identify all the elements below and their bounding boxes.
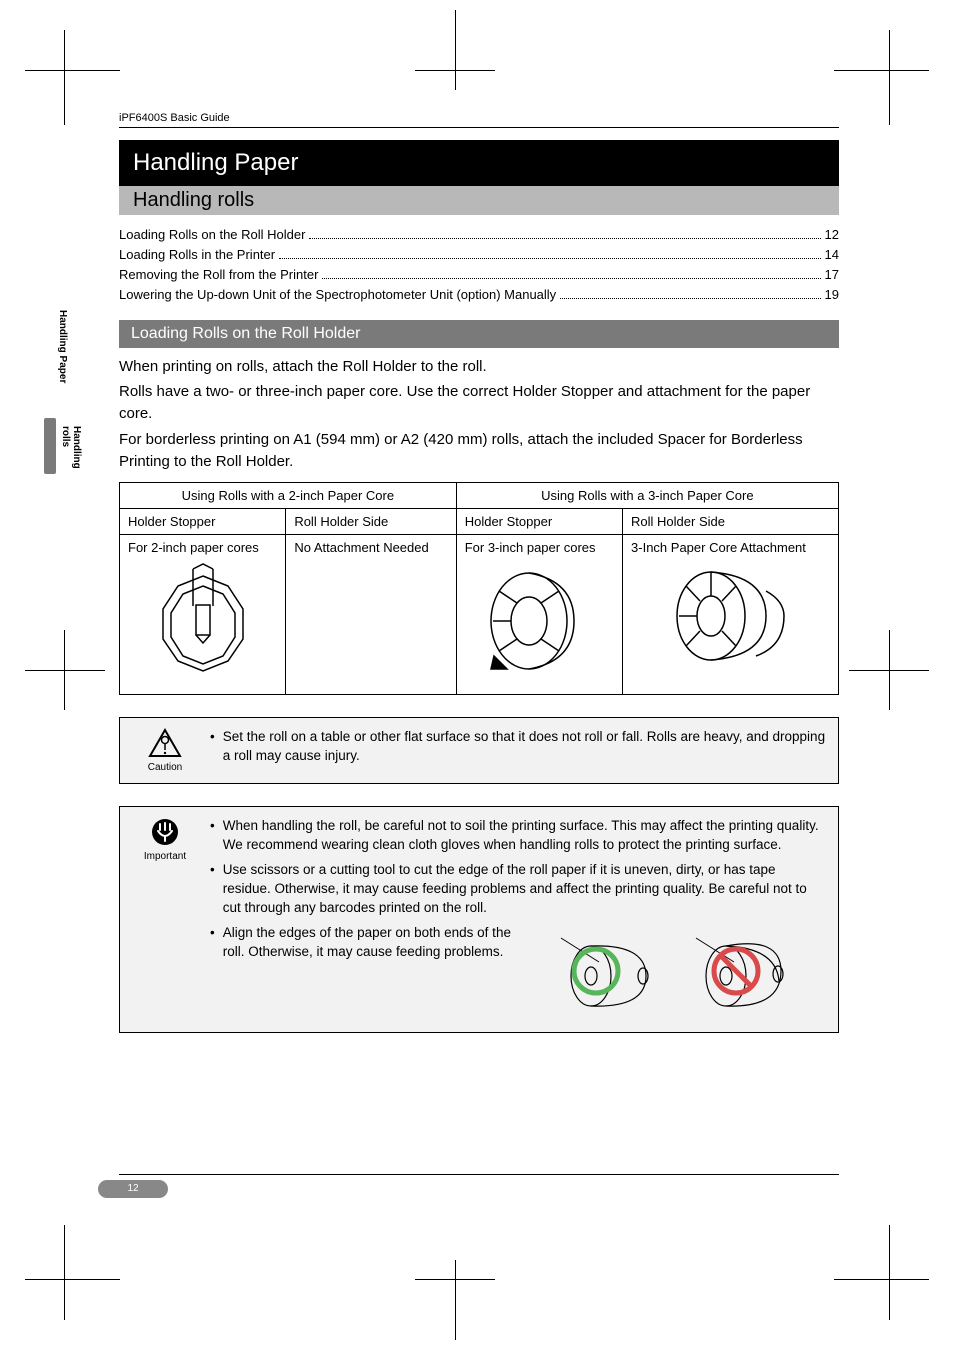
toc-item[interactable]: Loading Rolls in the Printer 14 [119, 245, 839, 265]
table-group-header: Using Rolls with a 2-inch Paper Core [120, 483, 457, 509]
running-header: iPF6400S Basic Guide [119, 112, 839, 128]
holder-stopper-2in-icon [148, 561, 258, 681]
list-item: • Align the edges of the paper on both e… [210, 924, 826, 1016]
important-text: When handling the roll, be careful not t… [223, 817, 826, 855]
toc-leader [560, 298, 820, 299]
caution-box: Caution • Set the roll on a table or oth… [119, 717, 839, 784]
table-col-header: Roll Holder Side [286, 509, 456, 535]
toc-leader [279, 258, 820, 259]
important-icon [150, 817, 180, 847]
toc-item[interactable]: Lowering the Up-down Unit of the Spectro… [119, 285, 839, 305]
table-col-header: Holder Stopper [456, 509, 622, 535]
table-col-header: Roll Holder Side [623, 509, 839, 535]
important-icon-area: Important [120, 807, 210, 1031]
toc-label: Loading Rolls on the Roll Holder [119, 225, 305, 245]
bullet-icon: • [210, 817, 215, 855]
list-item: • When handling the roll, be careful not… [210, 817, 826, 855]
intro-paragraph: Rolls have a two- or three-inch paper co… [119, 381, 839, 425]
holder-stopper-3in-icon [479, 561, 599, 681]
intro-paragraph: For borderless printing on A1 (594 mm) o… [119, 429, 839, 473]
important-body: • When handling the roll, be careful not… [210, 807, 838, 1031]
roll-alignment-diagram [541, 926, 801, 1016]
important-text: Use scissors or a cutting tool to cut th… [223, 861, 826, 918]
list-item: • Set the roll on a table or other flat … [210, 728, 826, 766]
page-number: 12 [98, 1180, 168, 1198]
cell-label: 3-Inch Paper Core Attachment [631, 540, 806, 555]
footer-rule [119, 1174, 839, 1175]
table-cell: For 2-inch paper cores [120, 535, 286, 695]
bullet-icon: • [210, 728, 215, 766]
important-box: Important • When handling the roll, be c… [119, 806, 839, 1032]
important-label: Important [144, 851, 186, 862]
intro-paragraph: When printing on rolls, attach the Roll … [119, 356, 839, 378]
toc-leader [309, 238, 820, 239]
toc-page: 14 [825, 245, 839, 265]
important-text: Align the edges of the paper on both end… [223, 924, 523, 1016]
toc-label: Lowering the Up-down Unit of the Spectro… [119, 285, 556, 305]
bullet-icon: • [210, 924, 215, 1016]
subsection-title: Loading Rolls on the Roll Holder [119, 320, 839, 348]
caution-label: Caution [148, 762, 182, 773]
toc-label: Loading Rolls in the Printer [119, 245, 275, 265]
side-tab-chapter: Handling Paper [57, 310, 68, 383]
toc-item[interactable]: Loading Rolls on the Roll Holder 12 [119, 225, 839, 245]
toc-leader [322, 278, 820, 279]
toc-page: 17 [825, 265, 839, 285]
three-inch-attachment-icon [666, 561, 796, 671]
paper-core-table: Using Rolls with a 2-inch Paper Core Usi… [119, 482, 839, 695]
table-col-header: Holder Stopper [120, 509, 286, 535]
section-title: Handling rolls [119, 186, 839, 215]
table-cell: No Attachment Needed [286, 535, 456, 695]
side-tab-marker [44, 418, 56, 474]
toc-page: 12 [825, 225, 839, 245]
caution-icon-area: Caution [120, 718, 210, 783]
toc-label: Removing the Roll from the Printer [119, 265, 318, 285]
table-cell: 3-Inch Paper Core Attachment [623, 535, 839, 695]
side-tab-section: Handling rolls [60, 426, 82, 469]
list-item: • Use scissors or a cutting tool to cut … [210, 861, 826, 918]
cell-label: For 3-inch paper cores [465, 540, 596, 555]
toc-item[interactable]: Removing the Roll from the Printer 17 [119, 265, 839, 285]
toc-list: Loading Rolls on the Roll Holder 12 Load… [119, 225, 839, 306]
bullet-icon: • [210, 861, 215, 918]
cell-label: For 2-inch paper cores [128, 540, 259, 555]
page-content: iPF6400S Basic Guide Handling Paper Hand… [119, 112, 839, 1033]
caution-text: Set the roll on a table or other flat su… [223, 728, 826, 766]
table-cell: For 3-inch paper cores [456, 535, 622, 695]
chapter-title: Handling Paper [119, 140, 839, 186]
side-tabs: Handling Paper Handling rolls [57, 310, 107, 396]
toc-page: 19 [825, 285, 839, 305]
cell-label: No Attachment Needed [294, 540, 428, 555]
caution-body: • Set the roll on a table or other flat … [210, 718, 838, 783]
caution-icon [148, 728, 182, 758]
table-group-header: Using Rolls with a 3-inch Paper Core [456, 483, 838, 509]
